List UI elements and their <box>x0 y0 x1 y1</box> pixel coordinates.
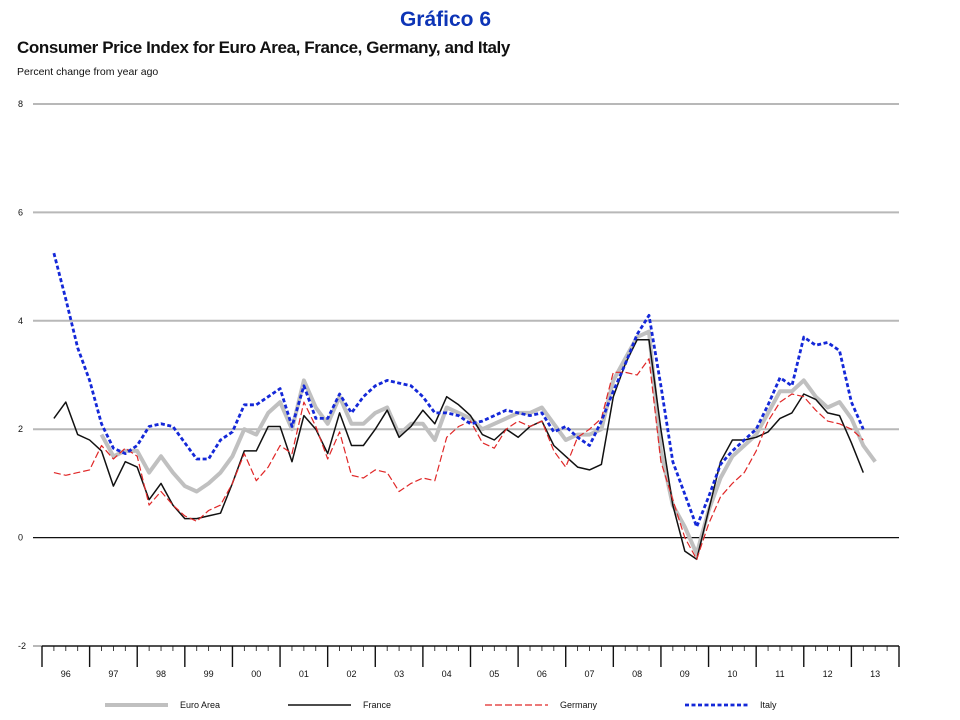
legend: Euro Area France Germany Italy <box>105 700 777 710</box>
x-tick-label: 01 <box>299 669 309 679</box>
series-lines <box>52 252 877 561</box>
series-line-germany <box>53 358 864 560</box>
legend-label-germany: Germany <box>560 700 598 710</box>
x-tick-label: 97 <box>108 669 118 679</box>
x-tick-label: 06 <box>537 669 547 679</box>
x-tick-label: 10 <box>727 669 737 679</box>
y-tick-label: 2 <box>18 424 23 434</box>
gridlines <box>33 103 899 647</box>
y-tick-label: 0 <box>18 533 23 543</box>
x-tick-label: 00 <box>251 669 261 679</box>
y-axis: -2 0 2 4 6 8 <box>18 99 26 651</box>
y-tick-label: 8 <box>18 99 23 109</box>
legend-label-euro-area: Euro Area <box>180 700 220 710</box>
series-line-italy <box>52 252 865 529</box>
x-tick-label: 03 <box>394 669 404 679</box>
x-tick-label: 96 <box>61 669 71 679</box>
x-axis: 96 97 98 99 00 01 02 03 04 05 06 07 08 09 10 11 12 13 <box>41 645 900 679</box>
x-tick-label: 99 <box>204 669 214 679</box>
x-tick-label: 08 <box>632 669 642 679</box>
legend-label-france: France <box>363 700 391 710</box>
figure-label: Gráfico 6 <box>399 8 492 31</box>
x-tick-label: 11 <box>775 669 784 679</box>
x-tick-label: 13 <box>870 669 880 679</box>
y-tick-label: -2 <box>18 641 26 651</box>
series-line-euro-area <box>99 329 877 556</box>
y-tick-label: 4 <box>18 316 23 326</box>
y-tick-label: 6 <box>18 207 23 217</box>
chart-title: Consumer Price Index for Euro Area, Fran… <box>17 38 510 57</box>
x-tick-label: 09 <box>680 669 690 679</box>
x-tick-label: 05 <box>489 669 499 679</box>
chart-subtitle: Percent change from year ago <box>17 66 159 78</box>
x-tick-label: 04 <box>442 669 452 679</box>
x-tick-label: 98 <box>156 669 166 679</box>
series-line-france <box>53 339 864 561</box>
x-tick-label: 12 <box>823 669 833 679</box>
x-tick-label: 02 <box>346 669 356 679</box>
legend-label-italy: Italy <box>760 700 777 710</box>
x-tick-label: 07 <box>585 669 595 679</box>
